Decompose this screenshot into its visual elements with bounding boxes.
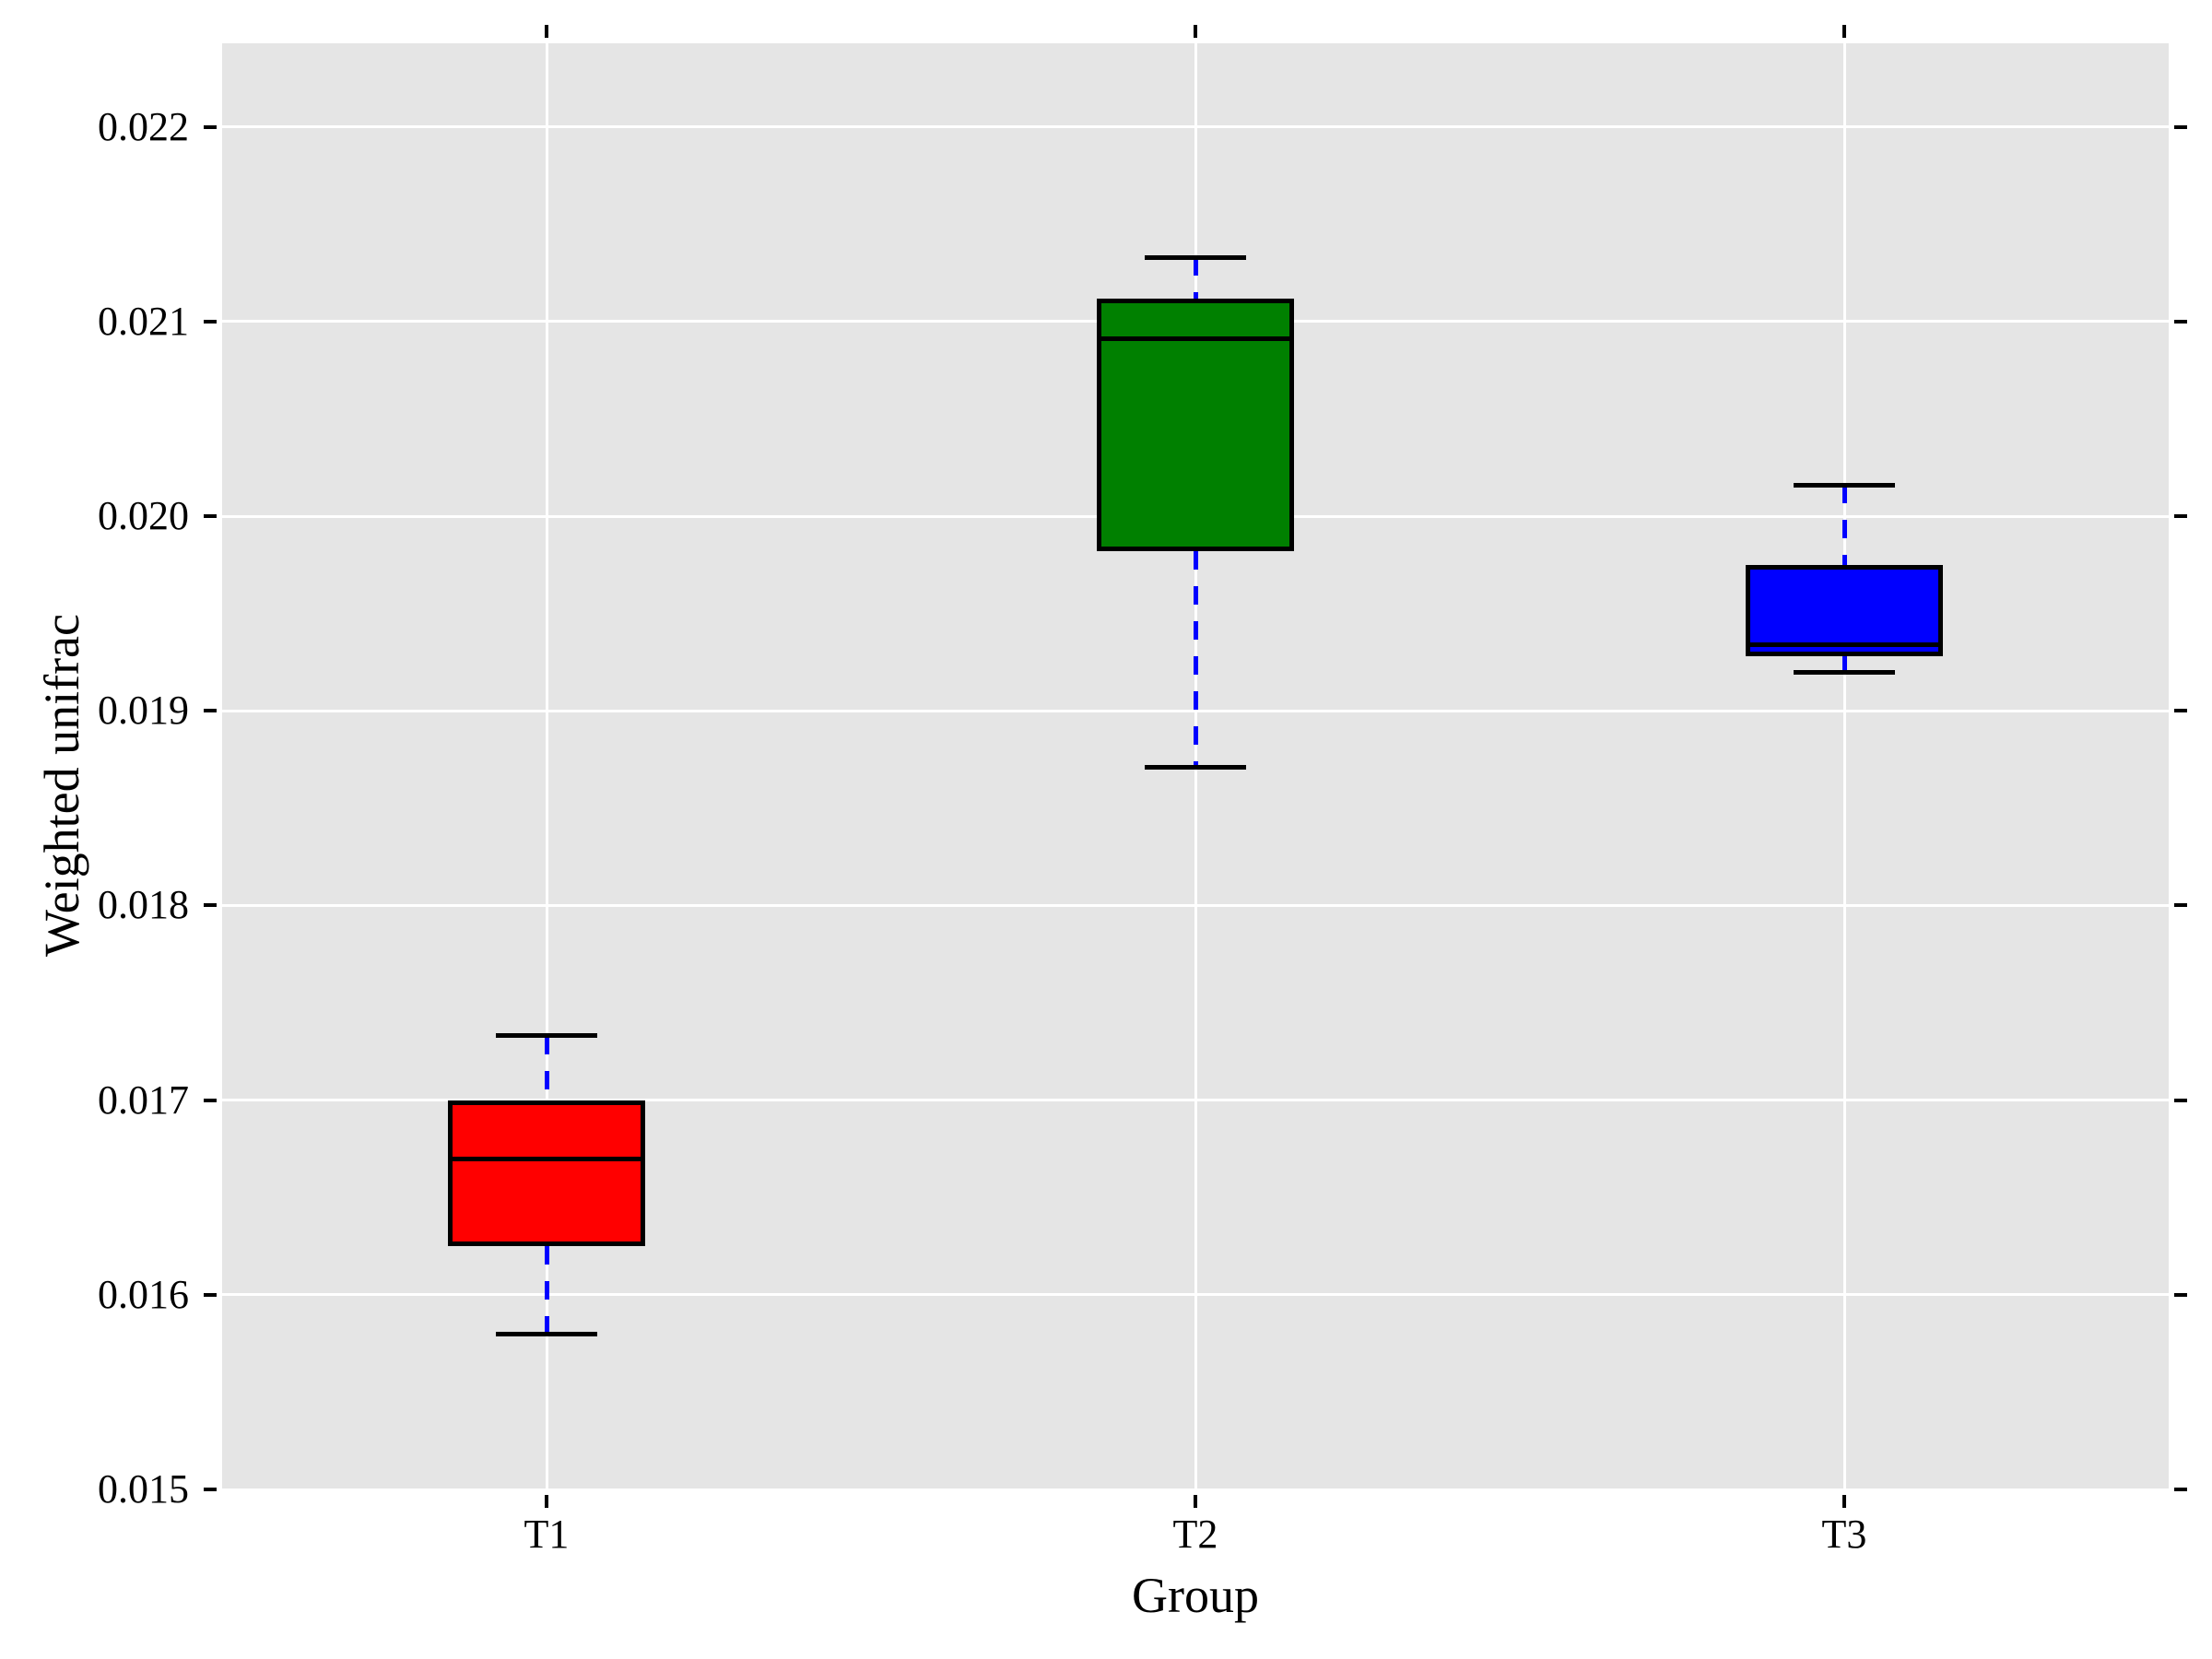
x-tick-mark-top	[545, 25, 548, 38]
y-tick-label: 0.020	[98, 493, 189, 539]
y-tick-label: 0.018	[98, 882, 189, 928]
y-gridline	[222, 1488, 2169, 1491]
y-tick-label: 0.016	[98, 1271, 189, 1317]
upper-cap-T2	[1145, 254, 1246, 260]
box-T3	[1746, 564, 1943, 657]
y-tick-label: 0.015	[98, 1466, 189, 1512]
lower-cap-T2	[1145, 765, 1246, 771]
y-tick-mark-left	[204, 903, 217, 908]
median-T2	[1097, 336, 1294, 342]
x-tick-mark-bottom	[1842, 1495, 1846, 1508]
plot-area	[222, 43, 2169, 1491]
box-T1	[448, 1100, 645, 1247]
median-T3	[1746, 642, 1943, 648]
x-tick-mark-top	[1194, 25, 1197, 38]
y-tick-mark-right	[2174, 1488, 2187, 1491]
x-gridline	[545, 43, 548, 1489]
x-tick-label: T1	[524, 1512, 570, 1557]
x-axis-label: Group	[1132, 1568, 1259, 1623]
x-tick-label: T2	[1172, 1512, 1218, 1557]
x-tick-mark-bottom	[1194, 1495, 1197, 1508]
y-tick-mark-left	[204, 514, 217, 519]
upper-whisker-T3	[1841, 485, 1847, 565]
y-tick-mark-right	[2174, 1292, 2187, 1297]
y-tick-mark-left	[204, 1292, 217, 1297]
lower-cap-T1	[496, 1331, 597, 1336]
x-gridline	[1842, 43, 1846, 1489]
y-tick-label: 0.019	[98, 688, 189, 734]
upper-whisker-T2	[1193, 257, 1198, 299]
lower-whisker-T3	[1841, 656, 1847, 673]
y-tick-label: 0.022	[98, 103, 189, 149]
lower-cap-T3	[1794, 669, 1895, 675]
y-tick-mark-right	[2174, 124, 2187, 129]
y-tick-mark-left	[204, 1098, 217, 1102]
y-tick-mark-right	[2174, 903, 2187, 908]
y-tick-mark-right	[2174, 319, 2187, 324]
y-tick-label: 0.017	[98, 1077, 189, 1123]
y-axis-label: Weighted unifrac	[34, 614, 89, 957]
y-tick-mark-left	[204, 709, 217, 713]
upper-whisker-T1	[544, 1035, 549, 1100]
y-tick-mark-right	[2174, 514, 2187, 519]
y-tick-label: 0.021	[98, 298, 189, 344]
upper-cap-T3	[1794, 482, 1895, 488]
y-tick-mark-left	[204, 1488, 217, 1491]
x-tick-mark-top	[1842, 25, 1846, 38]
y-tick-mark-right	[2174, 1098, 2187, 1102]
median-T1	[448, 1156, 645, 1161]
x-tick-mark-bottom	[545, 1495, 548, 1508]
y-tick-mark-left	[204, 319, 217, 324]
lower-whisker-T2	[1193, 551, 1198, 768]
x-tick-label: T3	[1821, 1512, 1867, 1557]
y-tick-mark-left	[204, 124, 217, 129]
upper-cap-T1	[496, 1033, 597, 1039]
lower-whisker-T1	[544, 1246, 549, 1335]
y-tick-mark-right	[2174, 709, 2187, 713]
